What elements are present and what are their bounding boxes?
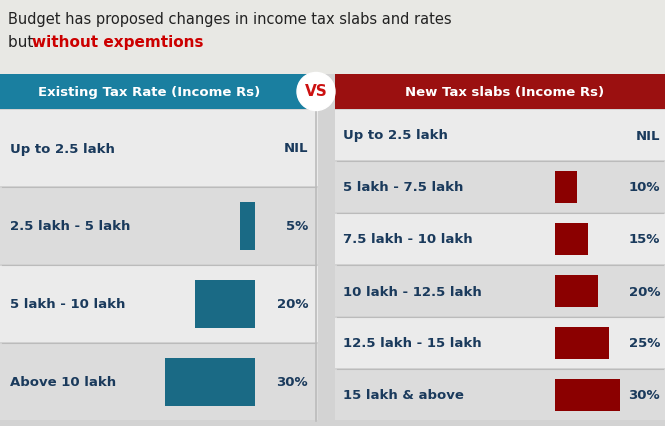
Text: NIL: NIL <box>283 142 308 155</box>
Bar <box>335 215 665 265</box>
Bar <box>555 172 577 204</box>
Text: Up to 2.5 lakh: Up to 2.5 lakh <box>343 129 448 142</box>
Text: 20%: 20% <box>628 285 660 298</box>
Text: New Tax slabs (Income Rs): New Tax slabs (Income Rs) <box>406 86 604 99</box>
Text: Above 10 lakh: Above 10 lakh <box>10 376 116 389</box>
Bar <box>0 0 665 75</box>
Text: Up to 2.5 lakh: Up to 2.5 lakh <box>10 142 115 155</box>
Bar <box>555 379 620 411</box>
Bar <box>335 370 665 420</box>
Text: 5 lakh - 10 lakh: 5 lakh - 10 lakh <box>10 298 126 311</box>
Bar <box>555 275 598 308</box>
Bar <box>0 75 318 110</box>
Text: 20%: 20% <box>277 298 308 311</box>
Text: Budget has proposed changes in income tax slabs and rates: Budget has proposed changes in income ta… <box>8 12 452 27</box>
Text: 10%: 10% <box>628 181 660 194</box>
Text: VS: VS <box>305 84 327 99</box>
Text: Existing Tax Rate (Income Rs): Existing Tax Rate (Income Rs) <box>38 86 260 99</box>
Bar <box>335 266 665 316</box>
Bar <box>0 266 318 342</box>
Bar <box>195 280 255 328</box>
Text: 10 lakh - 12.5 lakh: 10 lakh - 12.5 lakh <box>343 285 481 298</box>
Bar <box>335 75 665 110</box>
Bar <box>0 344 318 420</box>
Bar <box>335 318 665 368</box>
Text: 25%: 25% <box>628 337 660 350</box>
Bar <box>0 111 318 187</box>
Text: NIL: NIL <box>636 129 660 142</box>
Circle shape <box>297 73 335 111</box>
Text: without expemtions: without expemtions <box>32 35 203 50</box>
Bar <box>335 163 665 213</box>
Text: 30%: 30% <box>277 376 308 389</box>
Text: 2.5 lakh - 5 lakh: 2.5 lakh - 5 lakh <box>10 220 130 233</box>
Bar <box>555 327 609 359</box>
Text: but: but <box>8 35 39 50</box>
Bar <box>0 189 318 265</box>
Text: 15%: 15% <box>628 233 660 246</box>
Text: 15 lakh & above: 15 lakh & above <box>343 389 464 402</box>
Bar <box>335 111 665 161</box>
Text: 7.5 lakh - 10 lakh: 7.5 lakh - 10 lakh <box>343 233 473 246</box>
Bar <box>555 223 587 256</box>
Text: 5 lakh - 7.5 lakh: 5 lakh - 7.5 lakh <box>343 181 464 194</box>
Text: 30%: 30% <box>628 389 660 402</box>
Text: 5%: 5% <box>286 220 308 233</box>
Text: 12.5 lakh - 15 lakh: 12.5 lakh - 15 lakh <box>343 337 481 350</box>
Bar <box>240 202 255 250</box>
Bar <box>165 358 255 406</box>
